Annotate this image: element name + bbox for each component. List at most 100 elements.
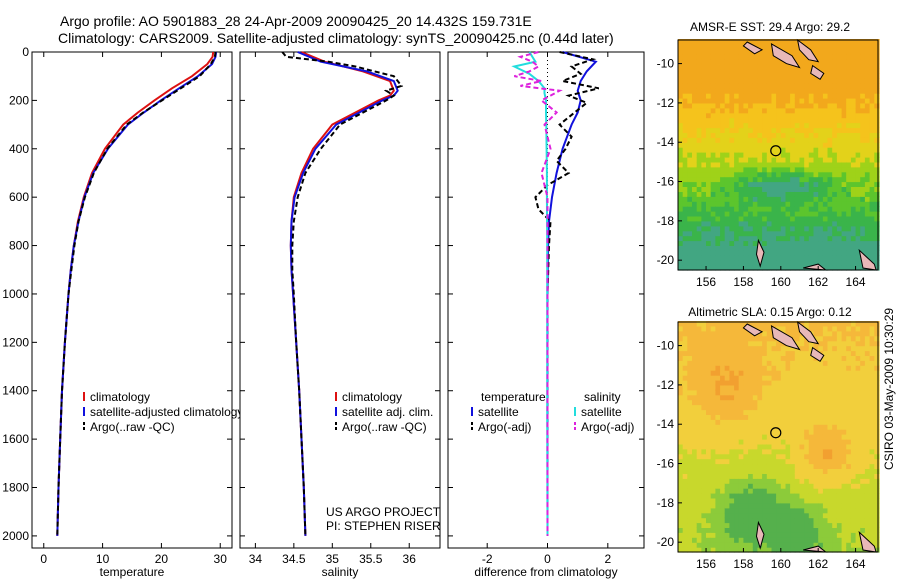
- sla_map-cell: [869, 350, 875, 356]
- sst_map-cell: [860, 102, 866, 109]
- sst_map-cell: [771, 191, 777, 197]
- sla_map-cell: [850, 380, 857, 386]
- sst_map-cell: [846, 43, 852, 50]
- sst_map-cell: [822, 152, 829, 158]
- sla_map-cell: [729, 321, 735, 327]
- sla_map-cell: [738, 380, 744, 386]
- sla_map-cell: [715, 375, 721, 381]
- sla_map-cell: [864, 507, 871, 514]
- sst_map-cell: [766, 68, 773, 74]
- sla_map-cell: [696, 478, 702, 484]
- sla_map-cell: [864, 335, 871, 342]
- sla_map-cell: [766, 345, 773, 352]
- sla_map-cell: [836, 370, 843, 376]
- sst_map-cell: [794, 225, 801, 232]
- sst_map-cell: [748, 53, 754, 60]
- sla_map-cell: [808, 345, 815, 352]
- sst_map-cell: [776, 122, 782, 129]
- sst_map-cell: [836, 230, 843, 237]
- sla_map-cell: [724, 360, 730, 366]
- sla_map-cell: [720, 517, 726, 524]
- sla_map-cell: [776, 345, 782, 352]
- sla_map-cell: [696, 335, 702, 342]
- sla_map-cell: [855, 389, 861, 396]
- sla_map-cell: [860, 370, 866, 376]
- sst_map-cell: [715, 48, 721, 55]
- sla_map-cell: [804, 419, 810, 425]
- sla_map-cell: [794, 399, 801, 406]
- sla_map-cell: [687, 439, 693, 445]
- sla_map-cell: [776, 547, 782, 553]
- sla_map-cell: [785, 380, 791, 386]
- sst_map-cell: [720, 260, 726, 266]
- sst_map-cell: [832, 191, 838, 197]
- temperature-ytick-label: 1000: [2, 287, 29, 301]
- sla_map-cell: [869, 468, 875, 474]
- sla_map-cell: [836, 542, 843, 548]
- sst_map-cell: [715, 78, 721, 84]
- sst_map-cell: [780, 68, 787, 74]
- temperature-frame: [31, 51, 233, 549]
- sst_map-cell: [790, 48, 796, 55]
- sst_map-cell: [818, 122, 824, 129]
- sst_map-cell: [808, 112, 815, 119]
- sst_map-cell: [706, 98, 712, 104]
- sst_map-cell: [738, 39, 744, 45]
- sst_map-cell: [850, 186, 857, 192]
- sst_map-cell: [678, 171, 684, 178]
- sla_map-cell: [860, 321, 866, 327]
- sla_map-cell: [804, 365, 810, 371]
- sst_map-cell: [860, 58, 866, 65]
- sla_map-cell: [748, 399, 754, 406]
- sst_map-cell: [855, 161, 861, 168]
- sst_map-cell: [748, 171, 754, 178]
- sla_map-cell: [692, 458, 698, 465]
- sla_map-cell: [678, 473, 684, 479]
- sla_map-cell: [776, 375, 782, 381]
- sla_map-cell: [729, 409, 735, 415]
- sla_map-cell: [687, 532, 693, 538]
- sla_map-cell: [776, 384, 782, 391]
- sla_map-cell: [738, 340, 744, 347]
- sla_map-cell: [696, 488, 702, 494]
- sla_map-cell: [720, 355, 726, 361]
- sst_map-cell: [738, 63, 744, 70]
- sst_map-cell: [846, 206, 852, 212]
- sst_map-cell: [822, 107, 829, 114]
- sst_map-cell: [710, 225, 716, 232]
- sla_map-cell: [860, 399, 866, 406]
- sla_map-cell: [771, 448, 777, 455]
- sla_map-cell: [766, 453, 773, 460]
- sla_map-cell: [748, 443, 754, 450]
- sst_map-cell: [729, 161, 735, 168]
- sst_map-cell: [682, 230, 688, 237]
- sla_map-cell: [696, 370, 702, 376]
- sst_map-cell: [710, 191, 716, 197]
- sst_map-cell: [692, 255, 698, 261]
- sla_map-cell: [804, 414, 810, 420]
- sla_map-cell: [818, 463, 824, 469]
- sst_map-cell: [841, 117, 847, 124]
- sla_map-cell: [762, 321, 768, 327]
- difference-legend-label: satellite: [478, 405, 519, 419]
- sst_map-cell: [743, 201, 749, 207]
- sla_map-cell: [846, 493, 852, 499]
- sla_map-cell: [836, 404, 843, 411]
- sst_map-cell: [729, 211, 735, 217]
- sst_map-cell: [785, 230, 791, 237]
- sst_map-cell: [678, 107, 684, 114]
- sst_map-cell: [743, 230, 749, 237]
- sla_map-cell: [832, 330, 838, 337]
- sst_map-cell: [701, 132, 707, 138]
- sst_map-cell: [692, 245, 698, 251]
- sla_map-cell: [752, 394, 759, 401]
- sla_map-cell: [790, 443, 796, 450]
- sla_map-cell: [710, 380, 716, 386]
- sla_map-cell: [701, 532, 707, 538]
- sla_map-cell: [799, 547, 805, 553]
- sla_map-cell: [738, 384, 744, 391]
- sla_map-cell: [701, 547, 707, 553]
- sla_map-cell: [846, 330, 852, 337]
- sst_map-cell: [780, 83, 787, 89]
- sst_map-cell: [757, 88, 763, 94]
